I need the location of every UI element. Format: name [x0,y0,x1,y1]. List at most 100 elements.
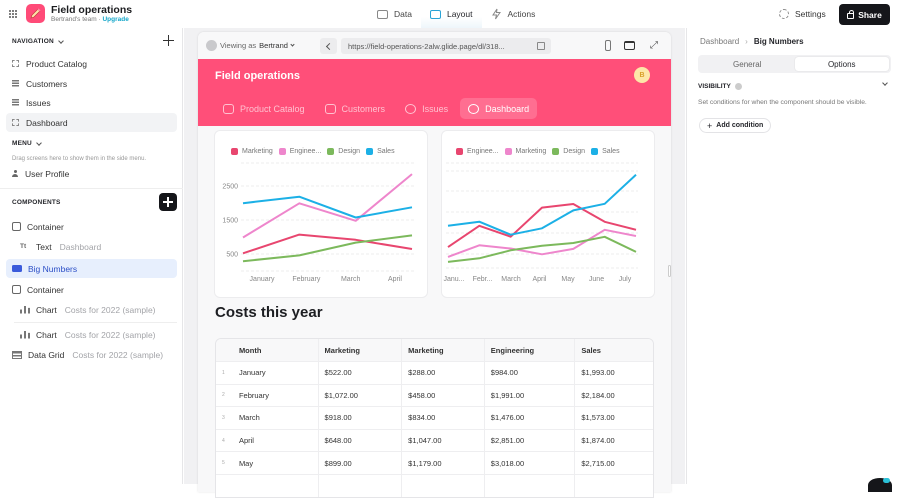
chart-card-1[interactable]: Marketing Enginee... Design Sales 500 150… [214,130,428,298]
table-row[interactable]: 1 January $522.00 $288.00 $984.00 $1,993… [216,362,653,385]
legend-swatch [231,148,238,155]
table-header-row: Month Marketing Marketing Engineering Sa… [216,339,653,362]
table-cell [402,474,485,497]
table-cell: April [233,429,319,452]
viewing-as-selector[interactable]: Viewing as Bertrand [206,40,295,51]
column-header[interactable]: Sales [581,345,601,355]
add-component-button[interactable] [159,193,177,211]
column-header[interactable]: Engineering [485,339,576,361]
right-panel: Dashboard › Big Numbers General Options VI… [686,28,900,484]
desktop-view-icon[interactable] [624,41,635,50]
chevron-down-icon[interactable] [882,80,888,86]
legend-item[interactable]: Marketing [504,148,546,155]
user-avatar[interactable]: B [634,67,650,83]
nav-item-dashboard[interactable]: Dashboard [6,113,177,132]
url-field[interactable]: https://field-operations-2alw.glide.page… [341,38,551,54]
divider [0,188,183,189]
tab-general[interactable]: General [733,59,762,69]
legend-label: Design [563,148,586,155]
navigation-header[interactable]: NAVIGATION [12,37,64,45]
menu-item-label: User Profile [25,168,70,179]
component-text[interactable]: Tt Text Dashboard [6,237,177,256]
back-button[interactable] [320,38,337,54]
tab-label: Actions [507,9,536,19]
table-cell: $1,072.00 [319,384,403,407]
table-row[interactable]: 5 May $899.00 $1,179.00 $3,018.00 $2,715… [216,452,653,475]
avatar-icon [206,40,217,51]
apps-grid-icon[interactable] [9,10,17,18]
row-number-header [216,339,233,361]
table-cell: $899.00 [319,452,403,474]
app-tab-dashboard[interactable]: Dashboard [460,98,538,119]
tab-actions[interactable]: Actions [482,0,545,28]
tab-data[interactable]: Data [368,0,421,28]
chart-card-2[interactable]: Enginee... Marketing Design Sales Janu..… [441,130,655,298]
table-row[interactable] [216,474,653,497]
app-tab-customers[interactable]: Customers [317,98,394,119]
legend-item[interactable]: Marketing [231,148,273,155]
legend-item[interactable]: Enginee... [278,148,321,155]
expand-icon[interactable]: ⤢ [650,40,658,51]
upgrade-link[interactable]: Upgrade [102,16,129,23]
legend-item[interactable]: Sales [591,148,620,155]
menu-header[interactable]: MENU [12,139,42,147]
menu-hint: Drag screens here to show them in the si… [12,156,147,162]
container-icon [12,222,21,231]
top-bar: Field operations Bertrand's team · Upgra… [0,0,900,28]
svg-text:March: March [501,276,521,283]
column-header[interactable]: Marketing [319,339,403,361]
table-cell: $1,047.00 [402,429,485,452]
add-condition-label: Add condition [716,122,764,129]
legend-swatch [327,148,335,155]
legend-item[interactable]: Sales [366,148,395,155]
add-screen-icon[interactable] [163,35,174,46]
share-button[interactable]: Share [839,4,890,25]
list-icon [12,99,19,106]
app-tab-issues[interactable]: Issues [397,98,456,119]
info-icon[interactable] [734,83,742,90]
table-cell: $288.00 [402,362,485,384]
help-badge-icon[interactable] [868,478,892,492]
add-condition-button[interactable]: + Add condition [699,118,772,133]
breadcrumb: Dashboard › Big Numbers [700,37,804,46]
nav-item-product-catalog[interactable]: Product Catalog [6,54,177,73]
table-row[interactable]: 4 April $648.00 $1,047.00 $2,851.00 $1,8… [216,429,653,453]
column-header[interactable]: Marketing [402,339,485,361]
component-chart-1[interactable]: Chart Costs for 2022 (sample) [6,300,177,319]
app-tab-product-catalog[interactable]: Product Catalog [215,98,313,119]
column-header[interactable]: Month [233,339,319,361]
menu-item-user-profile[interactable]: User Profile [6,164,177,183]
external-link-icon[interactable] [537,42,545,50]
app-logo [26,4,45,23]
component-chart-2[interactable]: Chart Costs for 2022 (sample) [6,325,177,344]
table-cell: March [233,407,319,429]
component-container-2[interactable]: Container [6,280,177,299]
resize-handle[interactable] [668,265,671,277]
table-row[interactable]: 2 February $1,072.00 $458.00 $1,991.00 $… [216,384,653,408]
legend-item[interactable]: Enginee... [456,148,499,155]
lock-icon [847,9,855,19]
table-cell: $522.00 [319,362,403,384]
table-cell: $1,573.00 [581,413,615,423]
component-big-numbers[interactable]: Big Numbers [6,259,177,278]
tab-layout[interactable]: Layout [420,0,482,28]
legend-item[interactable]: Design [552,148,585,155]
nav-item-customers[interactable]: Customers [6,74,177,93]
component-data-grid[interactable]: Data Grid Costs for 2022 (sample) [6,345,177,364]
legend-item[interactable]: Design [327,148,360,155]
chevron-down-icon [36,139,42,146]
settings-button[interactable]: Settings [779,0,826,28]
component-sub: Costs for 2022 (sample) [72,349,164,360]
nav-item-issues[interactable]: Issues [6,93,177,112]
table-cell: $1,991.00 [485,384,576,407]
legend-label: Enginee... [467,148,499,155]
left-panel: NAVIGATION Product Catalog Customers Iss… [0,28,183,484]
component-label: Text [36,241,52,252]
phone-view-icon[interactable] [605,40,611,51]
nav-item-label: Dashboard [26,117,68,128]
breadcrumb-parent[interactable]: Dashboard [700,37,740,46]
tab-options[interactable]: Options [794,57,889,71]
row-number: 2 [222,392,225,399]
table-row[interactable]: 3 March $918.00 $834.00 $1,476.00 $1,573… [216,407,653,430]
component-container[interactable]: Container [6,217,177,236]
